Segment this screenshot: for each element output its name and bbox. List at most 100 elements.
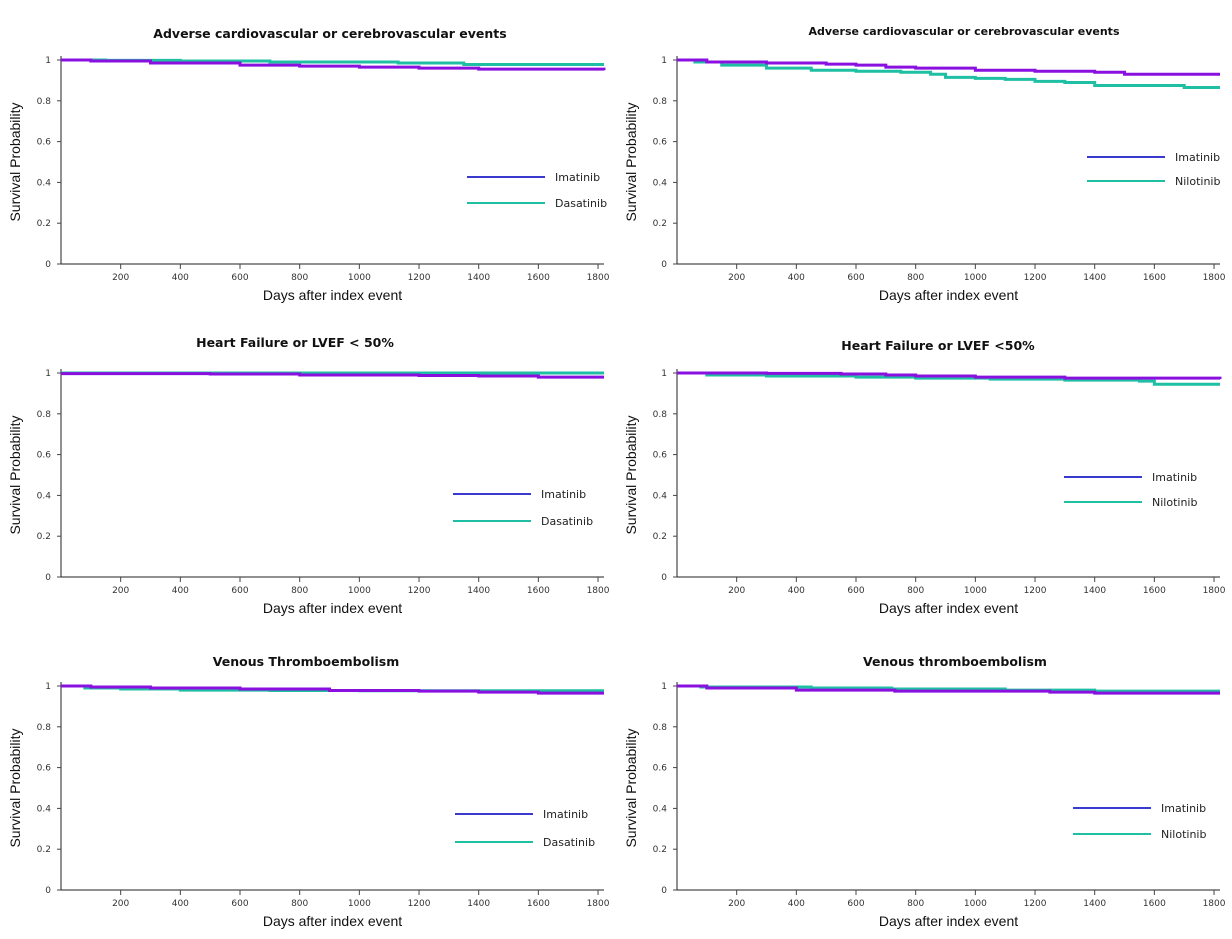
x-tick-label: 600 [847,273,864,283]
y-tick-label: 0.8 [653,97,668,107]
x-tick-label: 1200 [408,899,431,909]
legend-label-imatinib: Imatinib [1175,151,1220,164]
legend-label-imatinib: Imatinib [1152,471,1197,484]
x-tick-label: 1800 [587,273,610,283]
chart-title: Adverse cardiovascular or cerebrovascula… [153,26,506,41]
chart-title: Venous Thromboembolism [213,654,399,669]
x-tick-label: 400 [172,899,189,909]
x-tick-label: 800 [291,586,308,596]
y-tick-label: 1 [45,682,51,692]
x-tick-label: 400 [788,273,805,283]
y-tick-label: 0.4 [653,491,668,501]
y-tick-label: 0 [45,886,51,896]
y-tick-label: 0.4 [37,178,52,188]
y-tick-label: 0 [661,573,667,583]
y-tick-label: 0 [45,260,51,270]
y-tick-label: 0.4 [37,804,52,814]
y-tick-label: 0.6 [37,451,52,461]
y-tick-label: 1 [661,56,667,66]
x-tick-label: 1000 [348,273,371,283]
y-tick-label: 1 [45,56,51,66]
y-tick-label: 0.6 [653,138,668,148]
y-tick-label: 0.4 [37,491,52,501]
legend-label-nilotinib: Nilotinib [1161,828,1206,841]
y-axis-label: Survival Probability [623,102,639,221]
x-tick-label: 800 [907,899,924,909]
y-axis-label: Survival Probability [623,728,639,847]
x-tick-label: 200 [728,273,745,283]
x-tick-label: 800 [907,586,924,596]
y-tick-label: 0.2 [653,219,667,229]
x-tick-label: 800 [907,273,924,283]
x-tick-label: 1200 [1024,586,1047,596]
x-tick-label: 1400 [467,586,490,596]
chart-title: Heart Failure or LVEF < 50% [196,335,394,350]
x-tick-label: 600 [847,899,864,909]
chart-title: Venous thromboembolism [863,654,1047,669]
y-tick-label: 0.8 [653,723,668,733]
y-tick-label: 0 [45,573,51,583]
x-tick-label: 1800 [587,586,610,596]
series-line-imatinib [677,684,1220,695]
km-panel-2: Adverse cardiovascular or cerebrovascula… [623,25,1226,303]
x-tick-label: 1400 [1083,586,1106,596]
x-tick-label: 1000 [964,273,987,283]
legend-label-imatinib: Imatinib [541,488,586,501]
y-tick-label: 0.2 [37,532,51,542]
y-tick-label: 0.8 [37,410,52,420]
y-tick-label: 1 [45,369,51,379]
x-axis-label: Days after index event [879,913,1018,929]
x-tick-label: 200 [112,273,129,283]
y-tick-label: 0.2 [653,532,667,542]
x-tick-label: 400 [172,586,189,596]
x-tick-label: 1600 [527,899,550,909]
x-tick-label: 1600 [1143,899,1166,909]
y-tick-label: 1 [661,682,667,692]
chart-title: Heart Failure or LVEF <50% [841,338,1035,353]
km-panel-1: Adverse cardiovascular or cerebrovascula… [7,26,610,303]
legend-label-imatinib: Imatinib [543,808,588,821]
x-tick-label: 800 [291,899,308,909]
x-tick-label: 1200 [1024,273,1047,283]
legend-label-imatinib: Imatinib [1161,802,1206,815]
x-tick-label: 1200 [408,586,431,596]
series-line-imatinib [61,58,606,71]
legend-label-dasatinib: Dasatinib [543,836,595,849]
x-tick-label: 1000 [348,586,371,596]
y-tick-label: 0.6 [37,764,52,774]
x-tick-label: 1200 [1024,899,1047,909]
x-tick-label: 1600 [1143,586,1166,596]
y-axis-label: Survival Probability [7,102,23,221]
x-tick-label: 600 [847,586,864,596]
y-tick-label: 0.8 [37,97,52,107]
y-tick-label: 0 [661,260,667,270]
y-tick-label: 0.6 [37,138,52,148]
y-tick-label: 0.2 [653,845,667,855]
x-axis-label: Days after index event [263,287,402,303]
y-axis-label: Survival Probability [7,415,23,534]
series-line-imatinib [677,58,1220,76]
x-axis-label: Days after index event [263,600,402,616]
series-line-imatinib [61,372,604,379]
x-axis-label: Days after index event [879,287,1018,303]
x-tick-label: 600 [231,586,248,596]
x-tick-label: 1400 [467,273,490,283]
series-line-nilotinib [677,371,1220,386]
x-tick-label: 1200 [408,273,431,283]
km-panel-3: Heart Failure or LVEF < 50% 0 0.2 0.4 0.6 0.8… [7,335,610,616]
x-axis-label: Days after index event [263,913,402,929]
x-tick-label: 600 [231,273,248,283]
x-tick-label: 200 [728,899,745,909]
legend-label-nilotinib: Nilotinib [1175,175,1220,188]
x-tick-label: 1000 [964,899,987,909]
series-line-imatinib [61,684,604,695]
chart-title: Adverse cardiovascular or cerebrovascula… [809,25,1120,38]
x-tick-label: 200 [112,899,129,909]
x-tick-label: 1000 [348,899,371,909]
y-tick-label: 1 [661,369,667,379]
x-tick-label: 200 [728,586,745,596]
x-tick-label: 1600 [527,273,550,283]
